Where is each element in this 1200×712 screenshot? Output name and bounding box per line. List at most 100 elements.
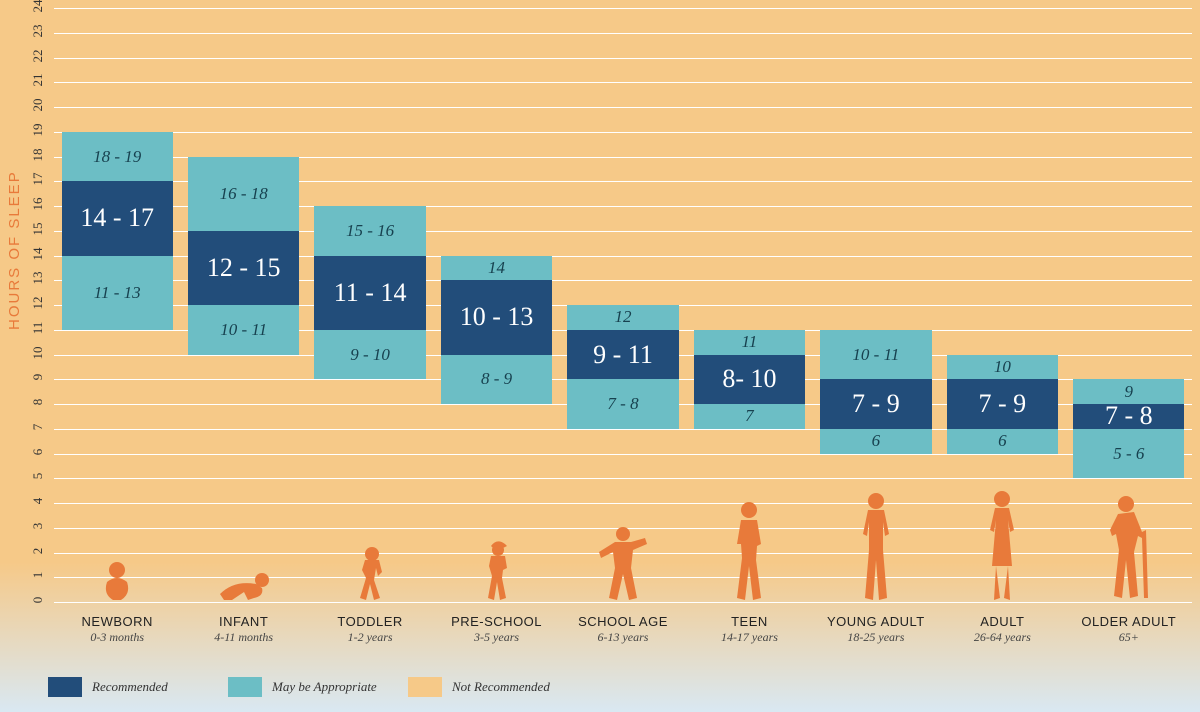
silhouette-icon xyxy=(307,546,433,602)
y-tick: 22 xyxy=(30,46,46,66)
y-tick: 21 xyxy=(30,70,46,90)
silhouette-icon xyxy=(813,492,939,602)
label-may-upper: 11 xyxy=(694,330,805,355)
silhouette-icon xyxy=(54,560,180,602)
silhouette-icon xyxy=(1066,494,1192,602)
y-tick: 5 xyxy=(30,466,46,486)
stage-name: SCHOOL AGE xyxy=(560,614,686,629)
x-axis-label: OLDER ADULT65+ xyxy=(1066,614,1192,645)
label-may-upper: 18 - 19 xyxy=(62,132,173,182)
label-may-lower: 8 - 9 xyxy=(441,355,552,405)
y-tick: 15 xyxy=(30,219,46,239)
y-tick: 14 xyxy=(30,244,46,264)
y-tick: 8 xyxy=(30,392,46,412)
stage-name: ADULT xyxy=(939,614,1065,629)
x-axis-label: NEWBORN0-3 months xyxy=(54,614,180,645)
stage-name: NEWBORN xyxy=(54,614,180,629)
range-recommended: 14 - 17 xyxy=(62,181,173,255)
y-tick: 7 xyxy=(30,417,46,437)
age-range: 1-2 years xyxy=(307,630,433,645)
stage-name: INFANT xyxy=(180,614,306,629)
gridline xyxy=(54,132,1192,133)
label-may-lower: 10 - 11 xyxy=(188,305,299,355)
age-range: 3-5 years xyxy=(433,630,559,645)
y-tick: 20 xyxy=(30,95,46,115)
legend-label: Not Recommended xyxy=(452,679,550,695)
label-may-lower: 6 xyxy=(947,429,1058,454)
label-may-upper: 16 - 18 xyxy=(188,157,299,231)
y-tick: 23 xyxy=(30,21,46,41)
legend-swatch xyxy=(48,677,82,697)
legend-swatch xyxy=(228,677,262,697)
range-recommended: 10 - 13 xyxy=(441,280,552,354)
stage-name: TODDLER xyxy=(307,614,433,629)
sleep-hours-chart: HOURS OF SLEEP 14 - 1718 - 19 11 - 1312 - … xyxy=(0,0,1200,712)
stage-name: TEEN xyxy=(686,614,812,629)
y-axis-title: HOURS OF SLEEP xyxy=(6,170,23,330)
gridline xyxy=(54,33,1192,34)
y-tick: 3 xyxy=(30,516,46,536)
y-tick: 17 xyxy=(30,169,46,189)
legend-label: Recommended xyxy=(92,679,168,695)
stage-name: OLDER ADULT xyxy=(1066,614,1192,629)
y-tick: 11 xyxy=(30,318,46,338)
age-range: 14-17 years xyxy=(686,630,812,645)
label-may-lower: 9 - 10 xyxy=(314,330,425,380)
y-tick: 10 xyxy=(30,343,46,363)
label-may-lower: 6 xyxy=(820,429,931,454)
age-range: 18-25 years xyxy=(813,630,939,645)
x-axis-label: SCHOOL AGE6-13 years xyxy=(560,614,686,645)
stage-name: PRE-SCHOOL xyxy=(433,614,559,629)
x-axis-label: PRE-SCHOOL3-5 years xyxy=(433,614,559,645)
label-may-upper: 12 xyxy=(567,305,678,330)
x-axis-label: YOUNG ADULT18-25 years xyxy=(813,614,939,645)
silhouette-icon xyxy=(560,524,686,602)
y-tick: 1 xyxy=(30,565,46,585)
range-recommended: 9 - 11 xyxy=(567,330,678,380)
silhouette-icon xyxy=(686,500,812,602)
gridline xyxy=(54,454,1192,455)
label-may-upper: 10 xyxy=(947,355,1058,380)
y-tick: 12 xyxy=(30,293,46,313)
gridline xyxy=(54,82,1192,83)
silhouette-icon xyxy=(180,570,306,602)
gridline xyxy=(54,602,1192,603)
x-axis-label: TEEN14-17 years xyxy=(686,614,812,645)
label-may-upper: 14 xyxy=(441,256,552,281)
gridline xyxy=(54,478,1192,479)
range-recommended: 12 - 15 xyxy=(188,231,299,305)
label-may-lower: 11 - 13 xyxy=(62,256,173,330)
y-tick: 2 xyxy=(30,541,46,561)
y-tick: 24 xyxy=(30,0,46,16)
label-may-lower: 5 - 6 xyxy=(1073,429,1184,479)
gridline xyxy=(54,8,1192,9)
range-recommended: 11 - 14 xyxy=(314,256,425,330)
label-may-upper: 9 xyxy=(1073,379,1184,404)
legend-item: Not Recommended xyxy=(408,677,550,697)
age-range: 6-13 years xyxy=(560,630,686,645)
label-may-upper: 15 - 16 xyxy=(314,206,425,256)
age-range: 65+ xyxy=(1066,630,1192,645)
y-tick: 9 xyxy=(30,367,46,387)
x-axis-label: TODDLER1-2 years xyxy=(307,614,433,645)
label-may-upper: 10 - 11 xyxy=(820,330,931,380)
y-tick: 0 xyxy=(30,590,46,610)
y-tick: 19 xyxy=(30,120,46,140)
y-tick: 16 xyxy=(30,194,46,214)
age-range: 26-64 years xyxy=(939,630,1065,645)
legend-item: Recommended xyxy=(48,677,168,697)
y-tick: 4 xyxy=(30,491,46,511)
label-may-lower: 7 xyxy=(694,404,805,429)
legend-label: May be Appropriate xyxy=(272,679,377,695)
range-recommended: 7 - 9 xyxy=(820,379,931,429)
age-range: 4-11 months xyxy=(180,630,306,645)
x-axis-label: INFANT4-11 months xyxy=(180,614,306,645)
gridline xyxy=(54,107,1192,108)
silhouette-icon xyxy=(433,538,559,602)
gridline xyxy=(54,58,1192,59)
legend-swatch xyxy=(408,677,442,697)
y-tick: 13 xyxy=(30,268,46,288)
age-range: 0-3 months xyxy=(54,630,180,645)
range-recommended: 7 - 8 xyxy=(1073,404,1184,429)
y-tick: 18 xyxy=(30,145,46,165)
